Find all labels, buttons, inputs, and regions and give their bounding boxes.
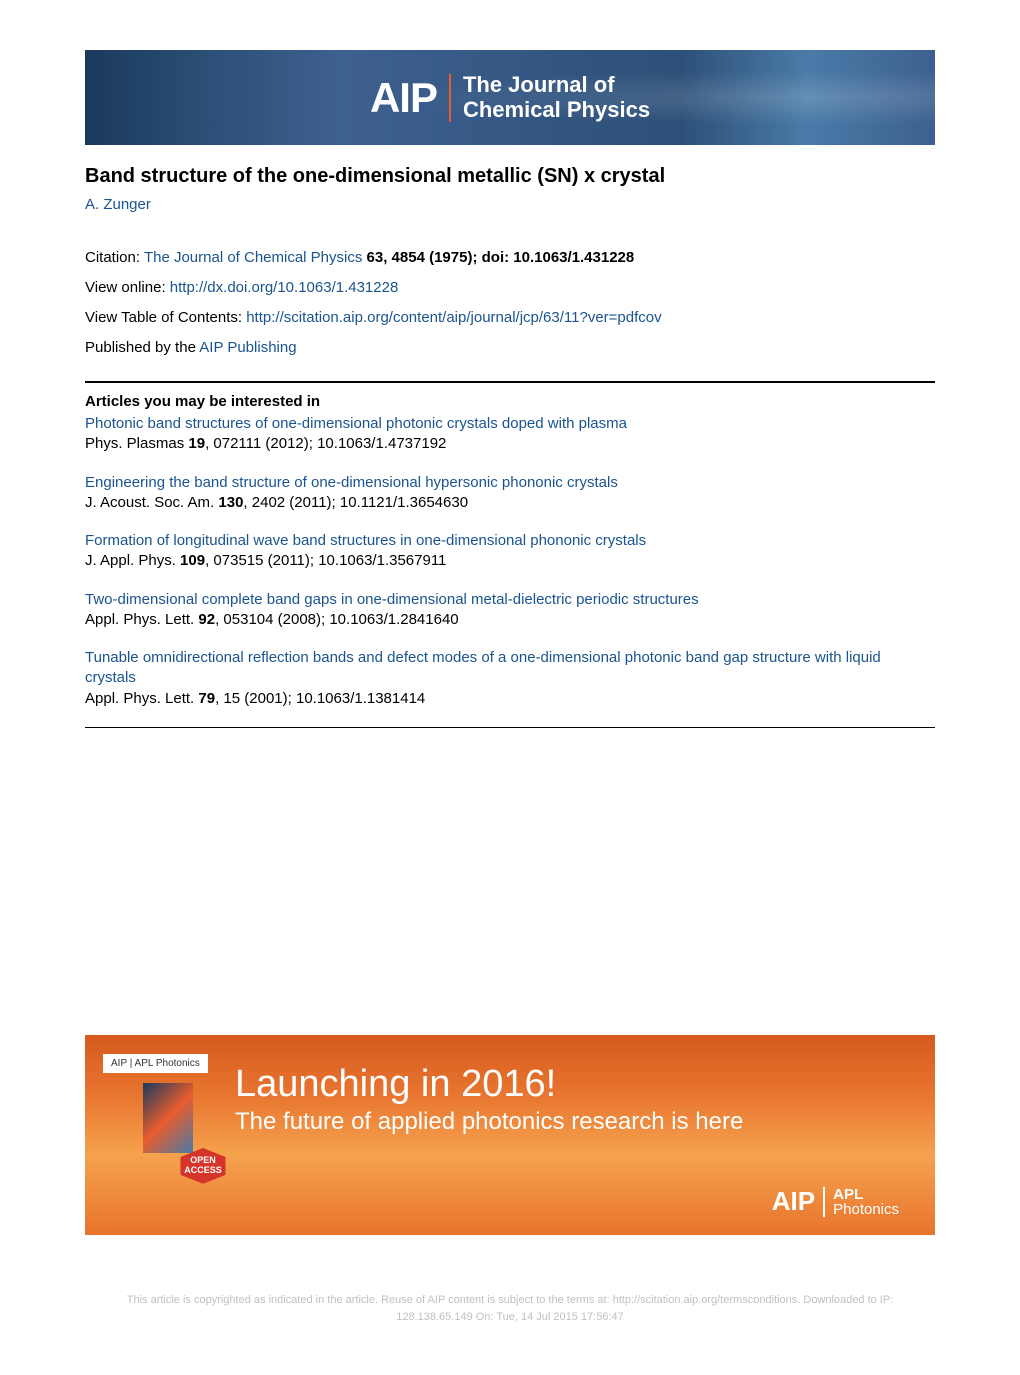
related-citation: J. Appl. Phys. 109, 073515 (2011); 10.10…	[85, 552, 446, 569]
page-container: AIP The Journal of Chemical Physics Band…	[0, 0, 1020, 728]
toc-link[interactable]: http://scitation.aip.org/content/aip/jou…	[246, 309, 661, 326]
ad-photonics-label: APL Photonics	[833, 1187, 899, 1217]
content-area: Band structure of the one-dimensional me…	[85, 145, 935, 728]
footer-line2: 128.138.65.149 On: Tue, 14 Jul 2015 17:5…	[396, 1311, 624, 1323]
toc-label: View Table of Contents:	[85, 309, 246, 326]
related-title-link[interactable]: Tunable omnidirectional reflection bands…	[85, 648, 935, 689]
ad-subheadline: The future of applied photonics research…	[235, 1108, 905, 1136]
journal-line1: The Journal of	[463, 72, 615, 97]
citation-vol: 63, 4854 (1975); doi: 10.1063/1.431228	[362, 249, 634, 266]
related-article: Formation of longitudinal wave band stru…	[85, 531, 935, 572]
related-citation: Appl. Phys. Lett. 79, 15 (2001); 10.1063…	[85, 690, 425, 707]
author-link[interactable]: A. Zunger	[85, 196, 935, 213]
related-article: Two-dimensional complete band gaps in on…	[85, 590, 935, 631]
related-article: Engineering the band structure of one-di…	[85, 473, 935, 514]
related-title-link[interactable]: Engineering the band structure of one-di…	[85, 473, 935, 493]
ad-top-badge: AIP | APL Photonics	[103, 1054, 208, 1073]
published-label: Published by the	[85, 339, 199, 356]
aip-logo: AIP	[370, 74, 437, 122]
ad-badge-area: AIP | APL Photonics OPEN ACCESS	[103, 1053, 223, 1161]
publisher-line: Published by the AIP Publishing	[85, 333, 935, 363]
journal-banner[interactable]: AIP The Journal of Chemical Physics	[85, 50, 935, 145]
related-citation: Appl. Phys. Lett. 92, 053104 (2008); 10.…	[85, 611, 459, 628]
related-title-link[interactable]: Two-dimensional complete band gaps in on…	[85, 590, 935, 610]
related-citation: Phys. Plasmas 19, 072111 (2012); 10.1063…	[85, 435, 446, 452]
related-article: Tunable omnidirectional reflection bands…	[85, 648, 935, 709]
related-heading: Articles you may be interested in	[85, 393, 935, 410]
divider-icon	[449, 74, 451, 122]
ad-aip-logo: AIP	[772, 1186, 815, 1217]
footer-line1: This article is copyrighted as indicated…	[127, 1294, 894, 1306]
citation-journal-link[interactable]: The Journal of Chemical Physics	[144, 249, 362, 266]
ad-divider-icon	[823, 1187, 825, 1217]
citation-block: Citation: The Journal of Chemical Physic…	[85, 243, 935, 363]
toc-line: View Table of Contents: http://scitation…	[85, 303, 935, 333]
ad-banner[interactable]: AIP | APL Photonics OPEN ACCESS Launchin…	[85, 1035, 935, 1235]
divider-rule	[85, 727, 935, 728]
ad-headline: Launching in 2016!	[235, 1063, 905, 1106]
ad-footer-logo: AIP APL Photonics	[772, 1186, 899, 1217]
banner-logo-group: AIP The Journal of Chemical Physics	[370, 73, 650, 121]
article-title: Band structure of the one-dimensional me…	[85, 165, 935, 188]
open-access-badge: OPEN ACCESS	[178, 1148, 228, 1184]
view-online-label: View online:	[85, 279, 170, 296]
ad-cover-image	[143, 1083, 193, 1153]
journal-line2: Chemical Physics	[463, 97, 650, 122]
publisher-link[interactable]: AIP Publishing	[199, 339, 296, 356]
related-title-link[interactable]: Photonic band structures of one-dimensio…	[85, 414, 935, 434]
citation-line: Citation: The Journal of Chemical Physic…	[85, 243, 935, 273]
view-online-link[interactable]: http://dx.doi.org/10.1063/1.431228	[170, 279, 399, 296]
citation-prefix: Citation:	[85, 249, 144, 266]
view-online-line: View online: http://dx.doi.org/10.1063/1…	[85, 273, 935, 303]
related-article: Photonic band structures of one-dimensio…	[85, 414, 935, 455]
divider-rule	[85, 381, 935, 383]
related-citation: J. Acoust. Soc. Am. 130, 2402 (2011); 10…	[85, 494, 468, 511]
copyright-footer: This article is copyrighted as indicated…	[0, 1292, 1020, 1325]
journal-name: The Journal of Chemical Physics	[463, 73, 650, 121]
related-title-link[interactable]: Formation of longitudinal wave band stru…	[85, 531, 935, 551]
